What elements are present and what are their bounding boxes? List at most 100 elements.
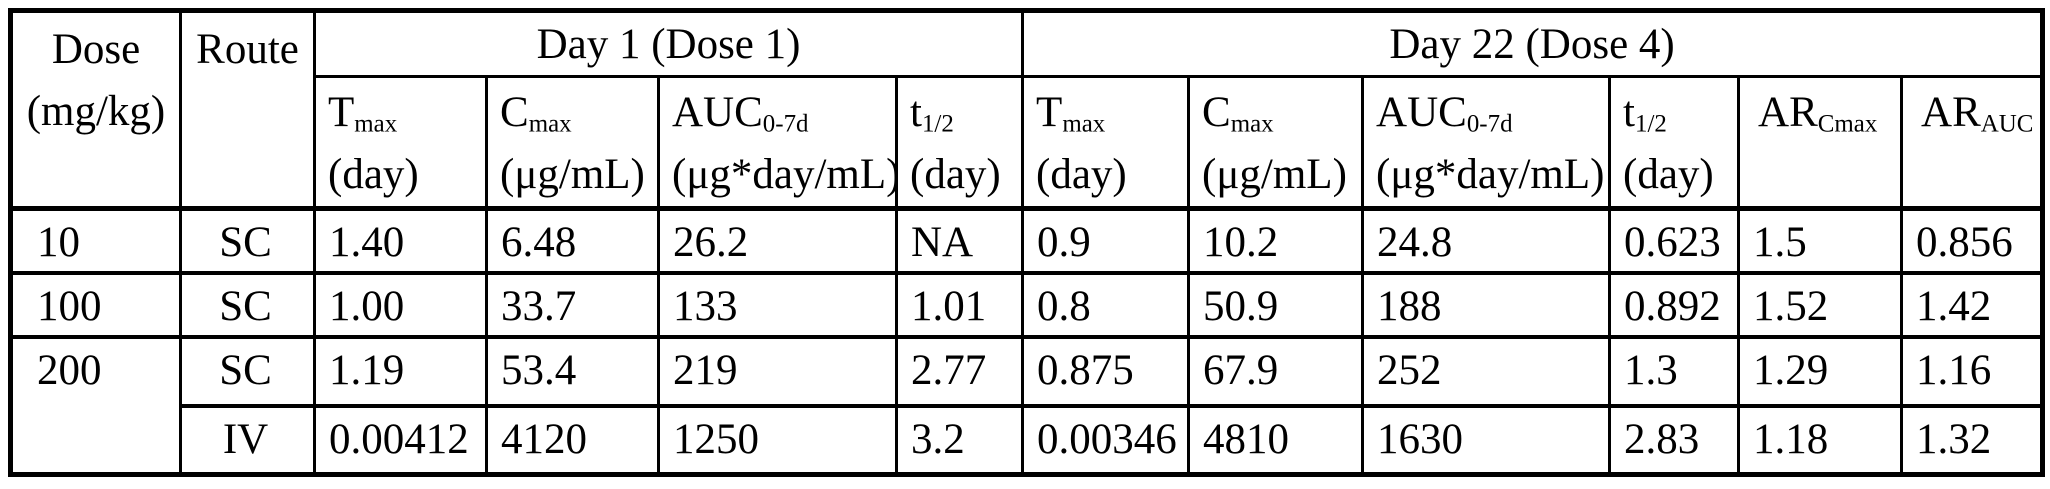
cell-value: 1.01 xyxy=(894,270,1025,338)
cell-value: 0.623 xyxy=(1608,206,1741,274)
param-symbol: ARCmax xyxy=(1758,89,1878,138)
col-header-day22-auc: AUC0-7d (μg*day/mL) xyxy=(1361,75,1612,210)
param-symbol: Tmax xyxy=(328,89,398,138)
col-header-day1-cmax: Cmax (μg/mL) xyxy=(485,75,660,210)
param-subscript: Cmax xyxy=(1817,110,1878,138)
col-header-day1-tmax: Tmax (day) xyxy=(313,75,488,210)
param-symbol: t1/2 xyxy=(910,89,954,138)
cell-value: 1.32 xyxy=(1900,403,2045,476)
param-unit: (μg*day/mL) xyxy=(672,151,897,198)
cell-value: 3.2 xyxy=(894,403,1025,476)
param-unit: (day) xyxy=(1623,151,1714,198)
table-row-dose200-iv: IV 0.00412 4120 1250 3.2 0.00346 4810 16… xyxy=(11,403,2045,476)
param-subscript: max xyxy=(354,110,398,138)
param-subscript: 0-7d xyxy=(1466,110,1513,138)
cell-value: 0.00412 xyxy=(313,403,488,476)
cell-dose: 100 xyxy=(9,270,182,338)
col-header-day22-thalf: t1/2 (day) xyxy=(1608,75,1741,210)
table-row-dose10-sc: 10 SC 1.40 6.48 26.2 NA 0.9 10.2 24.8 0.… xyxy=(9,206,2045,274)
cell-value: 2.77 xyxy=(894,334,1025,407)
param-unit: (μg/mL) xyxy=(1202,151,1347,198)
cell-value: 10.2 xyxy=(1187,206,1365,274)
cell-value: 1.16 xyxy=(1900,334,2045,407)
param-symbol: AUC0-7d xyxy=(672,89,809,138)
col-header-ar-auc: ARAUC xyxy=(1900,75,2045,210)
param-subscript: 1/2 xyxy=(921,110,954,138)
cell-value: 4120 xyxy=(485,403,660,476)
cell-value: 0.9 xyxy=(1021,206,1191,274)
param-subscript: AUC xyxy=(1980,110,2034,138)
cell-route: SC xyxy=(179,270,316,338)
param-unit: (day) xyxy=(910,151,1001,198)
cell-value: 1630 xyxy=(1361,403,1612,476)
param-subscript: 1/2 xyxy=(1634,110,1667,138)
cell-value: 0.8 xyxy=(1021,270,1191,338)
cell-route: SC xyxy=(179,334,316,407)
param-unit: (day) xyxy=(328,151,419,198)
cell-value: 0.00346 xyxy=(1021,403,1191,476)
param-symbol: t1/2 xyxy=(1623,89,1667,138)
cell-value: 6.48 xyxy=(485,206,660,274)
cell-value: 1.3 xyxy=(1608,334,1741,407)
header-row-params: Tmax (day) Cmax (μg/mL) AUC0-7d (μg*day/… xyxy=(11,75,2045,210)
cell-value: 2.83 xyxy=(1608,403,1741,476)
cell-dose-merged: 200 xyxy=(9,334,182,476)
param-unit: (μg/mL) xyxy=(500,151,645,198)
cell-value: 50.9 xyxy=(1187,270,1365,338)
param-unit: (day) xyxy=(1036,151,1127,198)
col-header-day22-tmax: Tmax (day) xyxy=(1021,75,1191,210)
dose-header-line2: (mg/kg) xyxy=(26,88,166,135)
cell-value: 53.4 xyxy=(485,334,660,407)
param-symbol: Tmax xyxy=(1036,89,1106,138)
col-header-route: Route xyxy=(179,9,316,210)
cell-value: 252 xyxy=(1361,334,1612,407)
header-row-groups: Dose (mg/kg) Route Day 1 (Dose 1) Day 22… xyxy=(9,9,2045,210)
cell-value: 33.7 xyxy=(485,270,660,338)
col-header-day1-thalf: t1/2 (day) xyxy=(894,75,1025,210)
param-subscript: max xyxy=(1230,110,1274,138)
cell-dose: 10 xyxy=(9,206,182,274)
cell-route: SC xyxy=(179,206,316,274)
cell-value: 67.9 xyxy=(1187,334,1365,407)
cell-value: 1.18 xyxy=(1737,403,1904,476)
cell-value: 1.00 xyxy=(313,270,488,338)
cell-value: NA xyxy=(894,206,1025,274)
dose-header-line1: Dose xyxy=(51,26,141,73)
col-header-dose: Dose (mg/kg) xyxy=(9,9,182,210)
cell-value: 24.8 xyxy=(1361,206,1612,274)
param-symbol: Cmax xyxy=(1202,89,1274,138)
cell-value: 0.892 xyxy=(1608,270,1741,338)
cell-value: 188 xyxy=(1361,270,1612,338)
pk-parameters-table: Dose (mg/kg) Route Day 1 (Dose 1) Day 22… xyxy=(8,8,2046,477)
param-symbol: AUC0-7d xyxy=(1376,89,1513,138)
group-header-day1: Day 1 (Dose 1) xyxy=(312,9,1025,78)
cell-value: 1250 xyxy=(657,403,898,476)
cell-value: 219 xyxy=(657,334,898,407)
col-header-day22-cmax: Cmax (μg/mL) xyxy=(1187,75,1365,210)
cell-value: 1.42 xyxy=(1900,270,2045,338)
cell-route: IV xyxy=(179,403,316,476)
cell-value: 0.856 xyxy=(1900,206,2045,274)
group-header-day22: Day 22 (Dose 4) xyxy=(1021,9,2045,78)
route-header-label: Route xyxy=(196,26,299,73)
col-header-day1-auc: AUC0-7d (μg*day/mL) xyxy=(657,75,898,210)
table-row-dose200-sc: 200 SC 1.19 53.4 219 2.77 0.875 67.9 252… xyxy=(9,334,2045,476)
cell-value: 0.875 xyxy=(1021,334,1191,407)
param-subscript: 0-7d xyxy=(762,110,809,138)
param-subscript: max xyxy=(528,110,572,138)
cell-value: 1.52 xyxy=(1737,270,1904,338)
param-subscript: max xyxy=(1062,110,1106,138)
param-symbol: ARAUC xyxy=(1921,89,2034,138)
cell-value: 4810 xyxy=(1187,403,1365,476)
col-header-ar-cmax: ARCmax xyxy=(1737,75,1904,210)
cell-value: 133 xyxy=(657,270,898,338)
cell-value: 26.2 xyxy=(657,206,898,274)
param-unit: (μg*day/mL) xyxy=(1376,151,1605,198)
param-symbol: Cmax xyxy=(500,89,572,138)
cell-value: 1.40 xyxy=(313,206,488,274)
cell-value: 1.19 xyxy=(313,334,488,407)
cell-value: 1.29 xyxy=(1737,334,1904,407)
cell-value: 1.5 xyxy=(1737,206,1904,274)
table-row-dose100-sc: 100 SC 1.00 33.7 133 1.01 0.8 50.9 188 0… xyxy=(9,270,2045,338)
